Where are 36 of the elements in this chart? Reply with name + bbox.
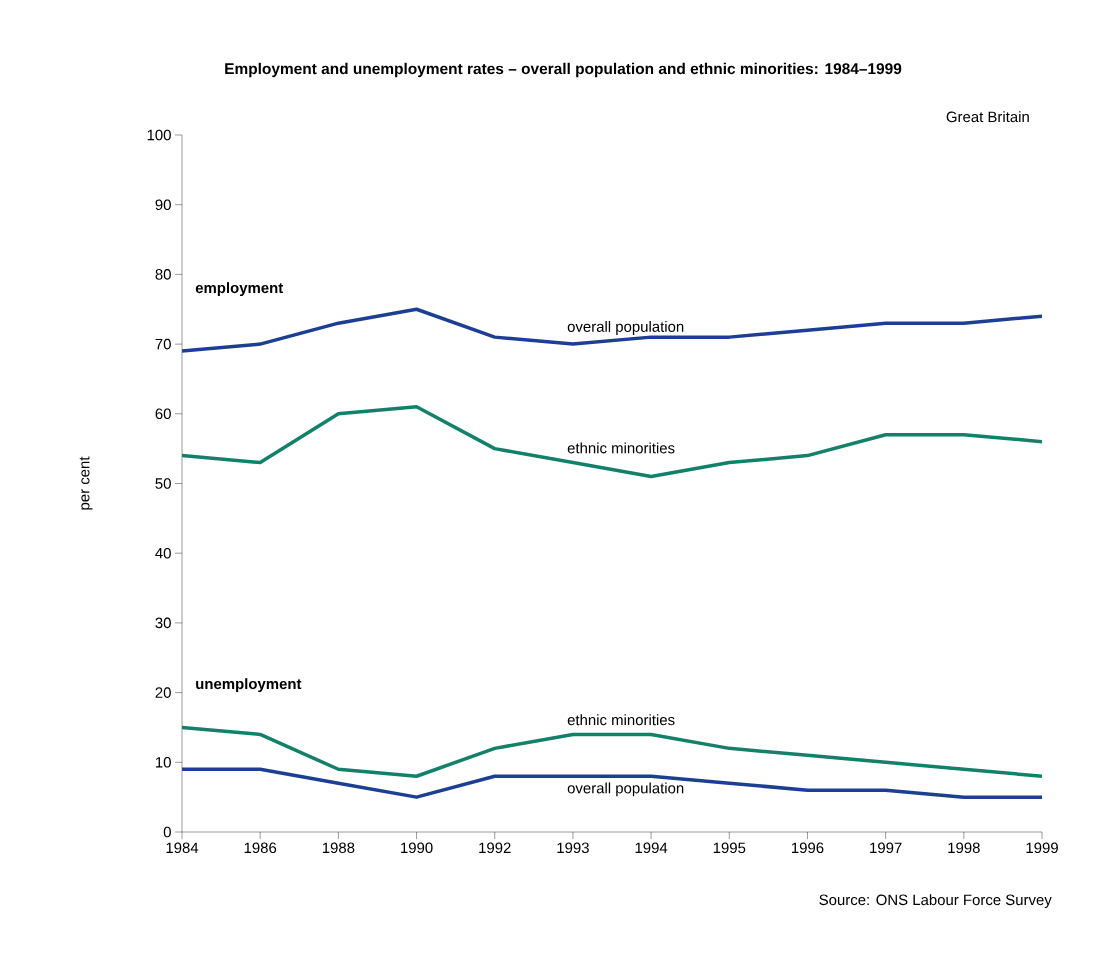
x-tick-label: 1996 <box>791 842 824 854</box>
source-note: Source: ONS Labour Force Survey <box>819 894 1052 909</box>
series-label: overall population <box>567 320 684 335</box>
x-tick-label: 1995 <box>713 842 746 854</box>
series-label: ethnic minorities <box>567 714 675 726</box>
y-tick-label: 90 <box>155 199 171 210</box>
line-series <box>182 725 1043 778</box>
x-tick-label: 1993 <box>557 842 589 854</box>
y-tick-label: 20 <box>155 687 171 698</box>
x-tick-label: 1998 <box>948 842 980 854</box>
x-tick-label: 1988 <box>322 842 355 854</box>
chart-title: Employment and unemployment rates – overall population and ethnic minorities: 1984–1999 <box>225 62 902 78</box>
y-tick-label: 10 <box>156 757 171 768</box>
annotation: unemployment <box>196 678 302 693</box>
y-tick-label: 60 <box>155 408 171 420</box>
y-tick-label: 50 <box>155 478 171 489</box>
y-tick-label: 70 <box>155 338 171 350</box>
line-series <box>182 307 1043 353</box>
y-tick-label: 30 <box>155 617 171 629</box>
annotation: employment <box>195 282 284 297</box>
y-tick-label: 80 <box>155 269 171 280</box>
line-series <box>182 405 1043 479</box>
y-tick-label: 40 <box>155 547 171 559</box>
y-axis-title: per cent <box>79 456 93 510</box>
x-tick-label: 1997 <box>870 842 902 854</box>
y-tick-label: 100 <box>147 129 171 141</box>
x-tick-label: 1992 <box>479 842 511 854</box>
x-tick-label: 1986 <box>244 842 277 854</box>
y-tick-label: 0 <box>163 826 171 838</box>
text: Great Britain <box>946 111 1029 123</box>
x-tick-label: 1994 <box>635 842 668 854</box>
series-label: overall population <box>567 782 684 797</box>
x-tick-label: 1990 <box>401 842 433 854</box>
x-tick-label: 1999 <box>1026 842 1058 854</box>
x-tick-label: 1984 <box>166 842 199 854</box>
series-label: ethnic minorities <box>567 442 675 454</box>
